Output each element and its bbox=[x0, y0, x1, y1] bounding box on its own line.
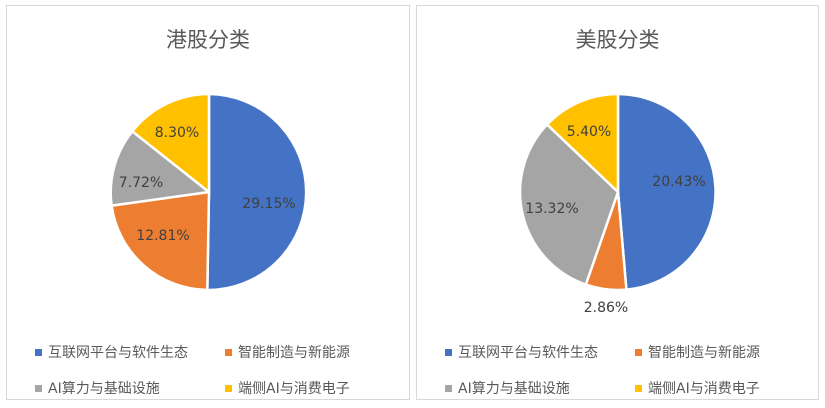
data-label: 2.86% bbox=[584, 300, 628, 316]
chart-legend: 互联网平台与软件生态 智能制造与新能源 AI算力与基础设施 端侧AI与消费电子 bbox=[35, 334, 395, 406]
pie-slice-internet bbox=[616, 92, 717, 291]
data-label: 8.30% bbox=[155, 125, 199, 141]
hk-stock-chart-panel: 港股分类 29.15% 12.81% 7.72% 8.30% 互联网平台与软件生… bbox=[6, 5, 410, 400]
legend-label: AI算力与基础设施 bbox=[458, 381, 570, 397]
legend-item: AI算力与基础设施 bbox=[35, 378, 225, 398]
data-label: 7.72% bbox=[119, 175, 163, 191]
pie-chart: 29.15% 12.81% 7.72% 8.30% bbox=[109, 92, 308, 292]
legend-label: 互联网平台与软件生态 bbox=[458, 345, 598, 361]
pie-slice-manufacturing bbox=[110, 190, 211, 292]
legend-item: 端侧AI与消费电子 bbox=[635, 378, 760, 398]
legend-item: 端侧AI与消费电子 bbox=[225, 378, 350, 398]
pie-slice-edge-ai bbox=[131, 92, 211, 194]
data-label: 13.32% bbox=[525, 201, 578, 217]
legend-swatch-icon bbox=[225, 348, 232, 356]
legend-item: 互联网平台与软件生态 bbox=[445, 342, 635, 362]
legend-item: 互联网平台与软件生态 bbox=[35, 342, 225, 362]
chart-title: 美股分类 bbox=[575, 28, 660, 52]
legend-label: AI算力与基础设施 bbox=[48, 381, 160, 397]
pie-slice-edge-ai bbox=[545, 92, 620, 194]
legend-item: 智能制造与新能源 bbox=[225, 342, 350, 362]
legend-label: 智能制造与新能源 bbox=[238, 345, 350, 361]
data-label: 5.40% bbox=[567, 124, 611, 140]
data-label: 12.81% bbox=[136, 228, 189, 244]
pie-slice-internet bbox=[206, 92, 308, 292]
legend-item: 智能制造与新能源 bbox=[635, 342, 760, 362]
pie-slice-ai-compute bbox=[109, 130, 211, 207]
data-label: 29.15% bbox=[242, 196, 295, 212]
legend-swatch-icon bbox=[225, 384, 232, 392]
legend-swatch-icon bbox=[445, 384, 452, 392]
legend-swatch-icon bbox=[445, 348, 452, 356]
legend-label: 端侧AI与消费电子 bbox=[238, 381, 350, 397]
chart-title: 港股分类 bbox=[166, 28, 250, 52]
pie-chart: 20.43% 2.86% 13.32% 5.40% bbox=[518, 92, 717, 316]
legend-label: 智能制造与新能源 bbox=[648, 345, 760, 361]
legend-swatch-icon bbox=[35, 348, 42, 356]
legend-label: 端侧AI与消费电子 bbox=[648, 381, 760, 397]
legend-swatch-icon bbox=[635, 348, 642, 356]
data-label: 20.43% bbox=[652, 174, 705, 190]
legend-item: AI算力与基础设施 bbox=[445, 378, 635, 398]
chart-legend: 互联网平台与软件生态 智能制造与新能源 AI算力与基础设施 端侧AI与消费电子 bbox=[445, 334, 805, 406]
legend-label: 互联网平台与软件生态 bbox=[48, 345, 188, 361]
legend-swatch-icon bbox=[35, 384, 42, 392]
us-stock-chart-panel: 美股分类 20.43% 2.86% 13.32% 5.40% 互联网平台与软件生… bbox=[416, 5, 819, 400]
pie-slice-ai-compute bbox=[518, 123, 620, 286]
legend-swatch-icon bbox=[635, 384, 642, 392]
